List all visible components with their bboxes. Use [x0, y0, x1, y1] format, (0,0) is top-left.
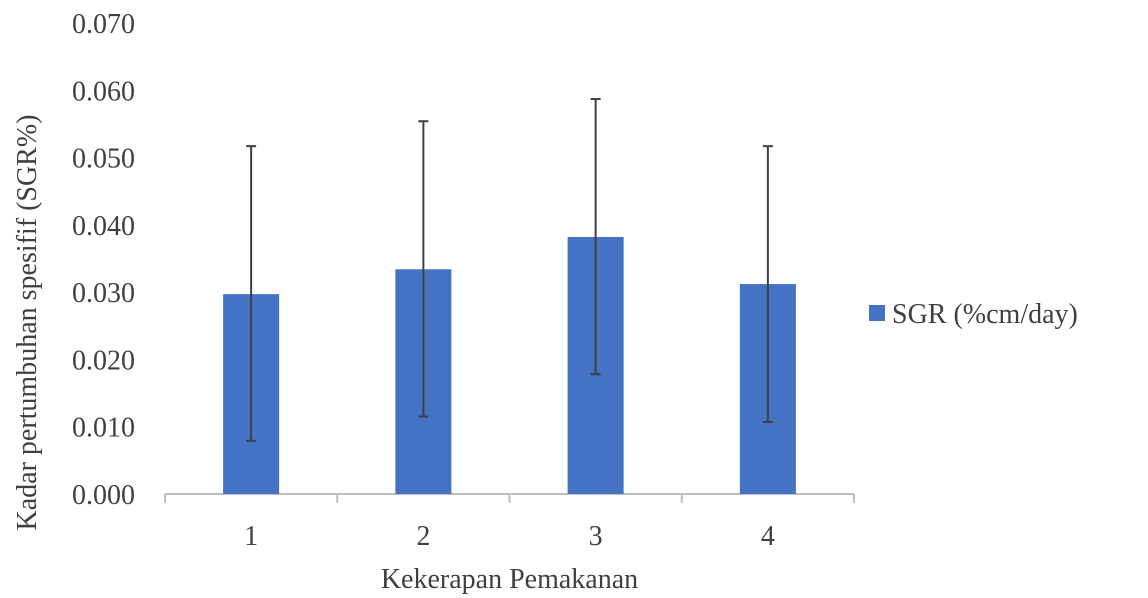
y-tick-label-3: 0.030: [72, 278, 135, 309]
y-tick-label-0: 0.000: [72, 480, 135, 511]
x-axis: [164, 493, 855, 503]
legend-swatch: [869, 305, 885, 321]
y-tick-label-2: 0.020: [72, 345, 135, 376]
y-axis-title: Kadar pertumbuhan spesifif (SGR%): [12, 114, 43, 530]
y-tick-label-1: 0.010: [72, 413, 135, 444]
bars: [223, 236, 796, 494]
x-tick-label-1: 1: [244, 521, 258, 552]
y-axis-ticks: 0.000 0.010 0.020 0.030 0.040 0.050 0.060 0.070: [72, 9, 135, 511]
x-axis-title: Kekerapan Pemakanan: [381, 564, 638, 595]
y-tick-label-6: 0.060: [72, 76, 135, 107]
legend: SGR (%cm/day): [869, 299, 1078, 330]
legend-label: SGR (%cm/day): [892, 299, 1078, 330]
y-tick-label-4: 0.040: [72, 211, 135, 242]
x-tick-label-2: 2: [416, 521, 430, 552]
x-tick-label-4: 4: [761, 521, 775, 552]
y-tick-label-7: 0.070: [72, 9, 135, 40]
x-tick-label-3: 3: [589, 521, 603, 552]
x-axis-ticks: 1 2 3 4: [244, 521, 775, 552]
y-tick-label-5: 0.050: [72, 144, 135, 175]
error-bars: [246, 98, 773, 442]
